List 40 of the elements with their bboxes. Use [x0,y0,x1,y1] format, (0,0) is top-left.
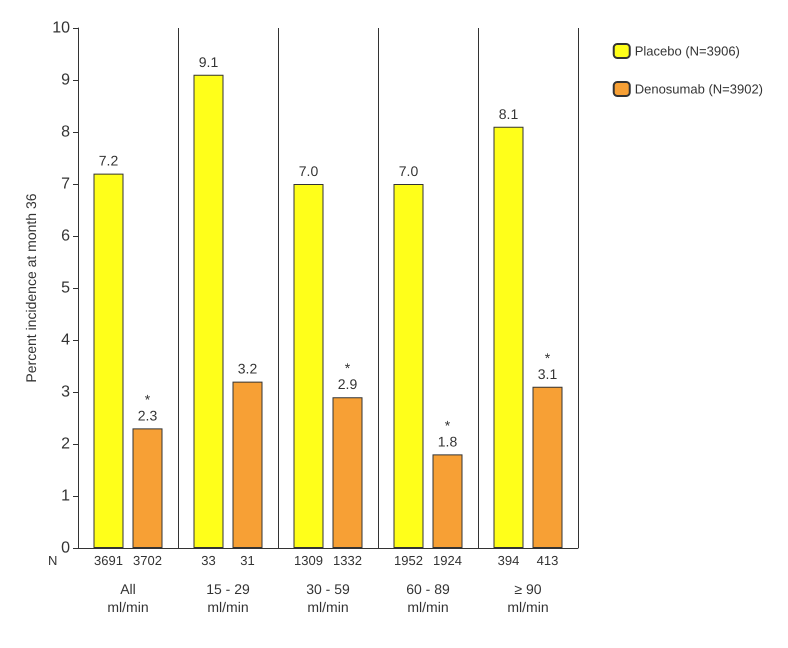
y-tick-label: 5 [61,280,70,296]
y-tick-label: 8 [61,124,70,140]
data-label: 9.1 [198,54,218,70]
text: 394 [498,553,520,568]
data-label: * 2.3 [138,391,158,424]
text: 3702 [133,553,162,568]
y-tick-label: 2 [61,436,70,452]
data-label: * 2.9 [338,360,358,392]
text: 3691 [94,553,123,568]
data-label: 8.1 [498,106,518,122]
y-tick-label: 9 [61,72,70,88]
y-axis-title: Percent incidence at month 36 [23,193,39,383]
y-tick-label: 0 [61,540,70,556]
y-tick-label: 10 [52,20,70,36]
x-tick-label: 60 - 89 ml/min [406,581,450,615]
text: 1309 [294,553,323,568]
x-tick-label: All ml/min [107,581,149,615]
text: 1924 [433,553,462,568]
text: N [48,553,58,568]
x-tick-label: 30 - 59 ml/min [306,581,350,615]
text: 1332 [333,553,362,568]
data-label: * 1.8 [438,417,458,450]
y-tick-label: 6 [61,228,70,244]
y-tick-label: 1 [61,488,70,504]
text: 31 [240,553,255,568]
y-tick-label: 7 [61,176,70,192]
data-label: 7.2 [98,152,118,169]
text: 413 [536,553,558,568]
data-label: 3.2 [238,360,258,377]
data-label: * 3.1 [538,350,558,382]
data-label: 7.0 [298,163,318,179]
data-label: 7.0 [398,163,418,179]
legend-label: Placebo (N=3906) [634,44,740,58]
legend-label: Denosumab (N=3902) [634,82,764,96]
x-tick-label: 15 - 29 ml/min [206,581,250,615]
y-tick-label: 4 [61,332,70,348]
y-tick-label: 3 [61,384,70,400]
text: 1952 [394,553,423,568]
x-tick-label: ≥ 90 ml/min [507,581,549,615]
text: 33 [201,553,216,568]
